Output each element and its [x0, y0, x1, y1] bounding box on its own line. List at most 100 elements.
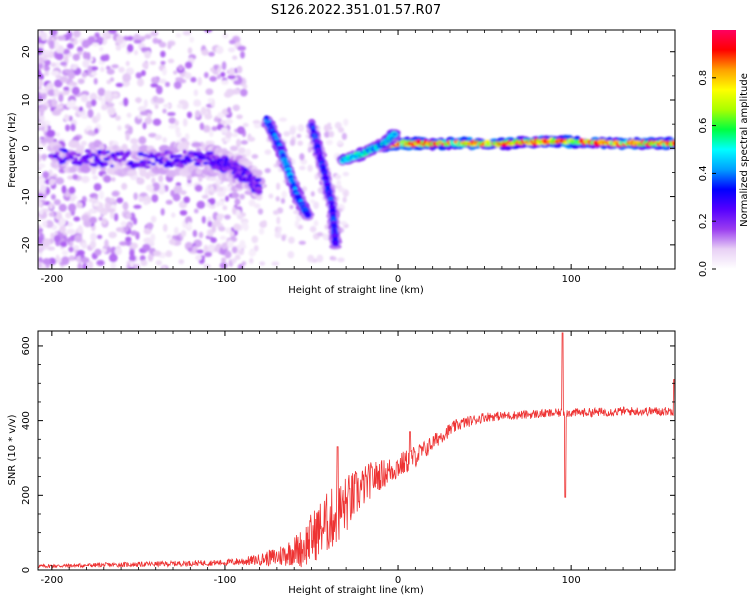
spectrogram-cell — [245, 148, 252, 157]
spectrogram-cell — [173, 226, 179, 236]
spectrogram-cell — [165, 250, 173, 258]
spectrogram-cell — [287, 250, 295, 259]
spectrogram-cell — [227, 75, 236, 80]
snr-x-tick-label: 0 — [395, 575, 401, 586]
spectrogram-cell — [281, 190, 287, 199]
spectrogram-cell — [60, 241, 68, 248]
spectrogram-cell — [139, 255, 146, 262]
spectrogram-cell — [233, 80, 242, 85]
spectrogram-cell — [48, 202, 54, 210]
spectrogram-cell — [129, 260, 134, 268]
spectrogram-cell — [204, 30, 213, 33]
spectrogram-cell — [70, 123, 76, 132]
spectrogram-cell — [114, 115, 121, 121]
spectrogram-cell — [77, 262, 82, 269]
spectrogram-cell — [231, 88, 241, 95]
spectrogram-cell — [205, 140, 212, 146]
spectrogram-cell — [96, 36, 104, 43]
spectrogram-cell — [194, 110, 201, 118]
spectrogram-cell — [81, 71, 88, 78]
spectrogram-cell — [66, 42, 74, 50]
spectrogram-cell — [82, 59, 90, 68]
spectrogram-cell — [39, 184, 47, 192]
spectrogram-cell — [69, 196, 75, 202]
spectrogram-cell — [257, 208, 264, 215]
spectrogram-cell — [97, 95, 103, 101]
spectrogram-cell — [299, 153, 305, 161]
spectrogram-cell — [68, 203, 77, 213]
spectrogram-cell — [100, 54, 108, 62]
spectrogram-cell — [55, 132, 61, 138]
spectrogram-cell — [209, 76, 217, 82]
spectrogram-cell — [91, 162, 98, 168]
spectrogram-cell — [236, 138, 241, 148]
spectrogram-cell — [125, 150, 131, 156]
spectrogram-cell — [228, 67, 236, 76]
spectrogram-cell — [162, 67, 167, 76]
spectrogram-cell — [38, 142, 41, 147]
spectrogram-cell — [126, 112, 132, 118]
colorbar-ticks: 0.0 0.2 0.4 0.6 0.8 — [698, 70, 716, 277]
spectrogram-cell — [75, 153, 82, 157]
spectrogram-cell — [71, 64, 78, 71]
spectrogram-cell — [63, 114, 70, 122]
spectrogram-cell — [229, 231, 235, 237]
spectrogram-cell — [203, 244, 209, 253]
colorbar-tick-label: 0.0 — [698, 261, 709, 277]
spectrogram-cell — [131, 143, 140, 153]
spectrogram-cell — [249, 257, 254, 264]
spectrogram-cell — [240, 140, 248, 145]
spectrogram-cell — [78, 106, 84, 112]
spectrogram-cell — [167, 58, 175, 64]
spectrogram-cell — [115, 227, 124, 233]
spectrogram-cell — [50, 232, 55, 239]
spectrogram-cell — [187, 247, 193, 252]
spectrogram-cell — [102, 161, 109, 167]
spectrogram-cell — [90, 71, 97, 76]
spectrogram-cell — [129, 254, 136, 262]
spectrogram-cell — [130, 138, 139, 145]
spectrogram-cell — [89, 240, 97, 249]
spectrogram-cell — [148, 132, 157, 138]
spectrogram-cell — [143, 227, 152, 235]
spectrogram-cell — [130, 230, 138, 236]
spectrogram-cell — [57, 35, 67, 41]
spectrogram-cell — [85, 100, 93, 109]
spectrogram-cell — [184, 133, 190, 140]
spectrogram-cell — [140, 70, 146, 77]
spectrogram-cell — [109, 164, 115, 168]
spectrogram-cell — [222, 205, 228, 211]
spectrogram-cell — [221, 61, 227, 71]
spectrogram-cell — [38, 56, 44, 65]
spectrogram-cell — [342, 171, 350, 177]
spectrogram-cell — [105, 197, 111, 203]
snr-plot-area — [38, 331, 675, 570]
spectrogram-cell — [211, 225, 217, 233]
spectrogram-cell — [89, 92, 98, 102]
spectrogram-cell — [216, 74, 221, 80]
spectrogram-cell — [184, 72, 192, 80]
spectrogram-cell — [154, 134, 162, 141]
spectrogram-cell — [38, 177, 46, 187]
spectrogram-cell — [42, 238, 51, 247]
snr-x-ticks: -200 -100 0 100 — [40, 331, 676, 586]
spectrogram-cell — [38, 153, 41, 162]
spectrogram-cell — [38, 73, 45, 81]
spectrogram-cell — [133, 217, 138, 225]
spectrogram-cell — [182, 149, 187, 155]
spectrogram-cell — [158, 174, 164, 183]
spectrogram-cell — [133, 39, 142, 44]
spectrogram-cell — [121, 143, 128, 153]
spectrogram-cell — [227, 107, 232, 114]
spectrogram-cell — [297, 140, 304, 146]
spectrogram-cell — [337, 257, 345, 263]
spectrogram-cell — [200, 106, 207, 115]
spectrogram-cell — [120, 220, 127, 228]
spectrogram-cell — [289, 127, 296, 136]
spectrogram-cell — [81, 175, 90, 184]
spectrogram-cell — [87, 109, 94, 118]
spectrogram-cell — [41, 138, 48, 144]
snr-y-axis-label: SNR (10 * v/v) — [7, 414, 18, 485]
spectrogram-cell — [142, 122, 147, 130]
spectrogram-cell — [193, 89, 199, 97]
